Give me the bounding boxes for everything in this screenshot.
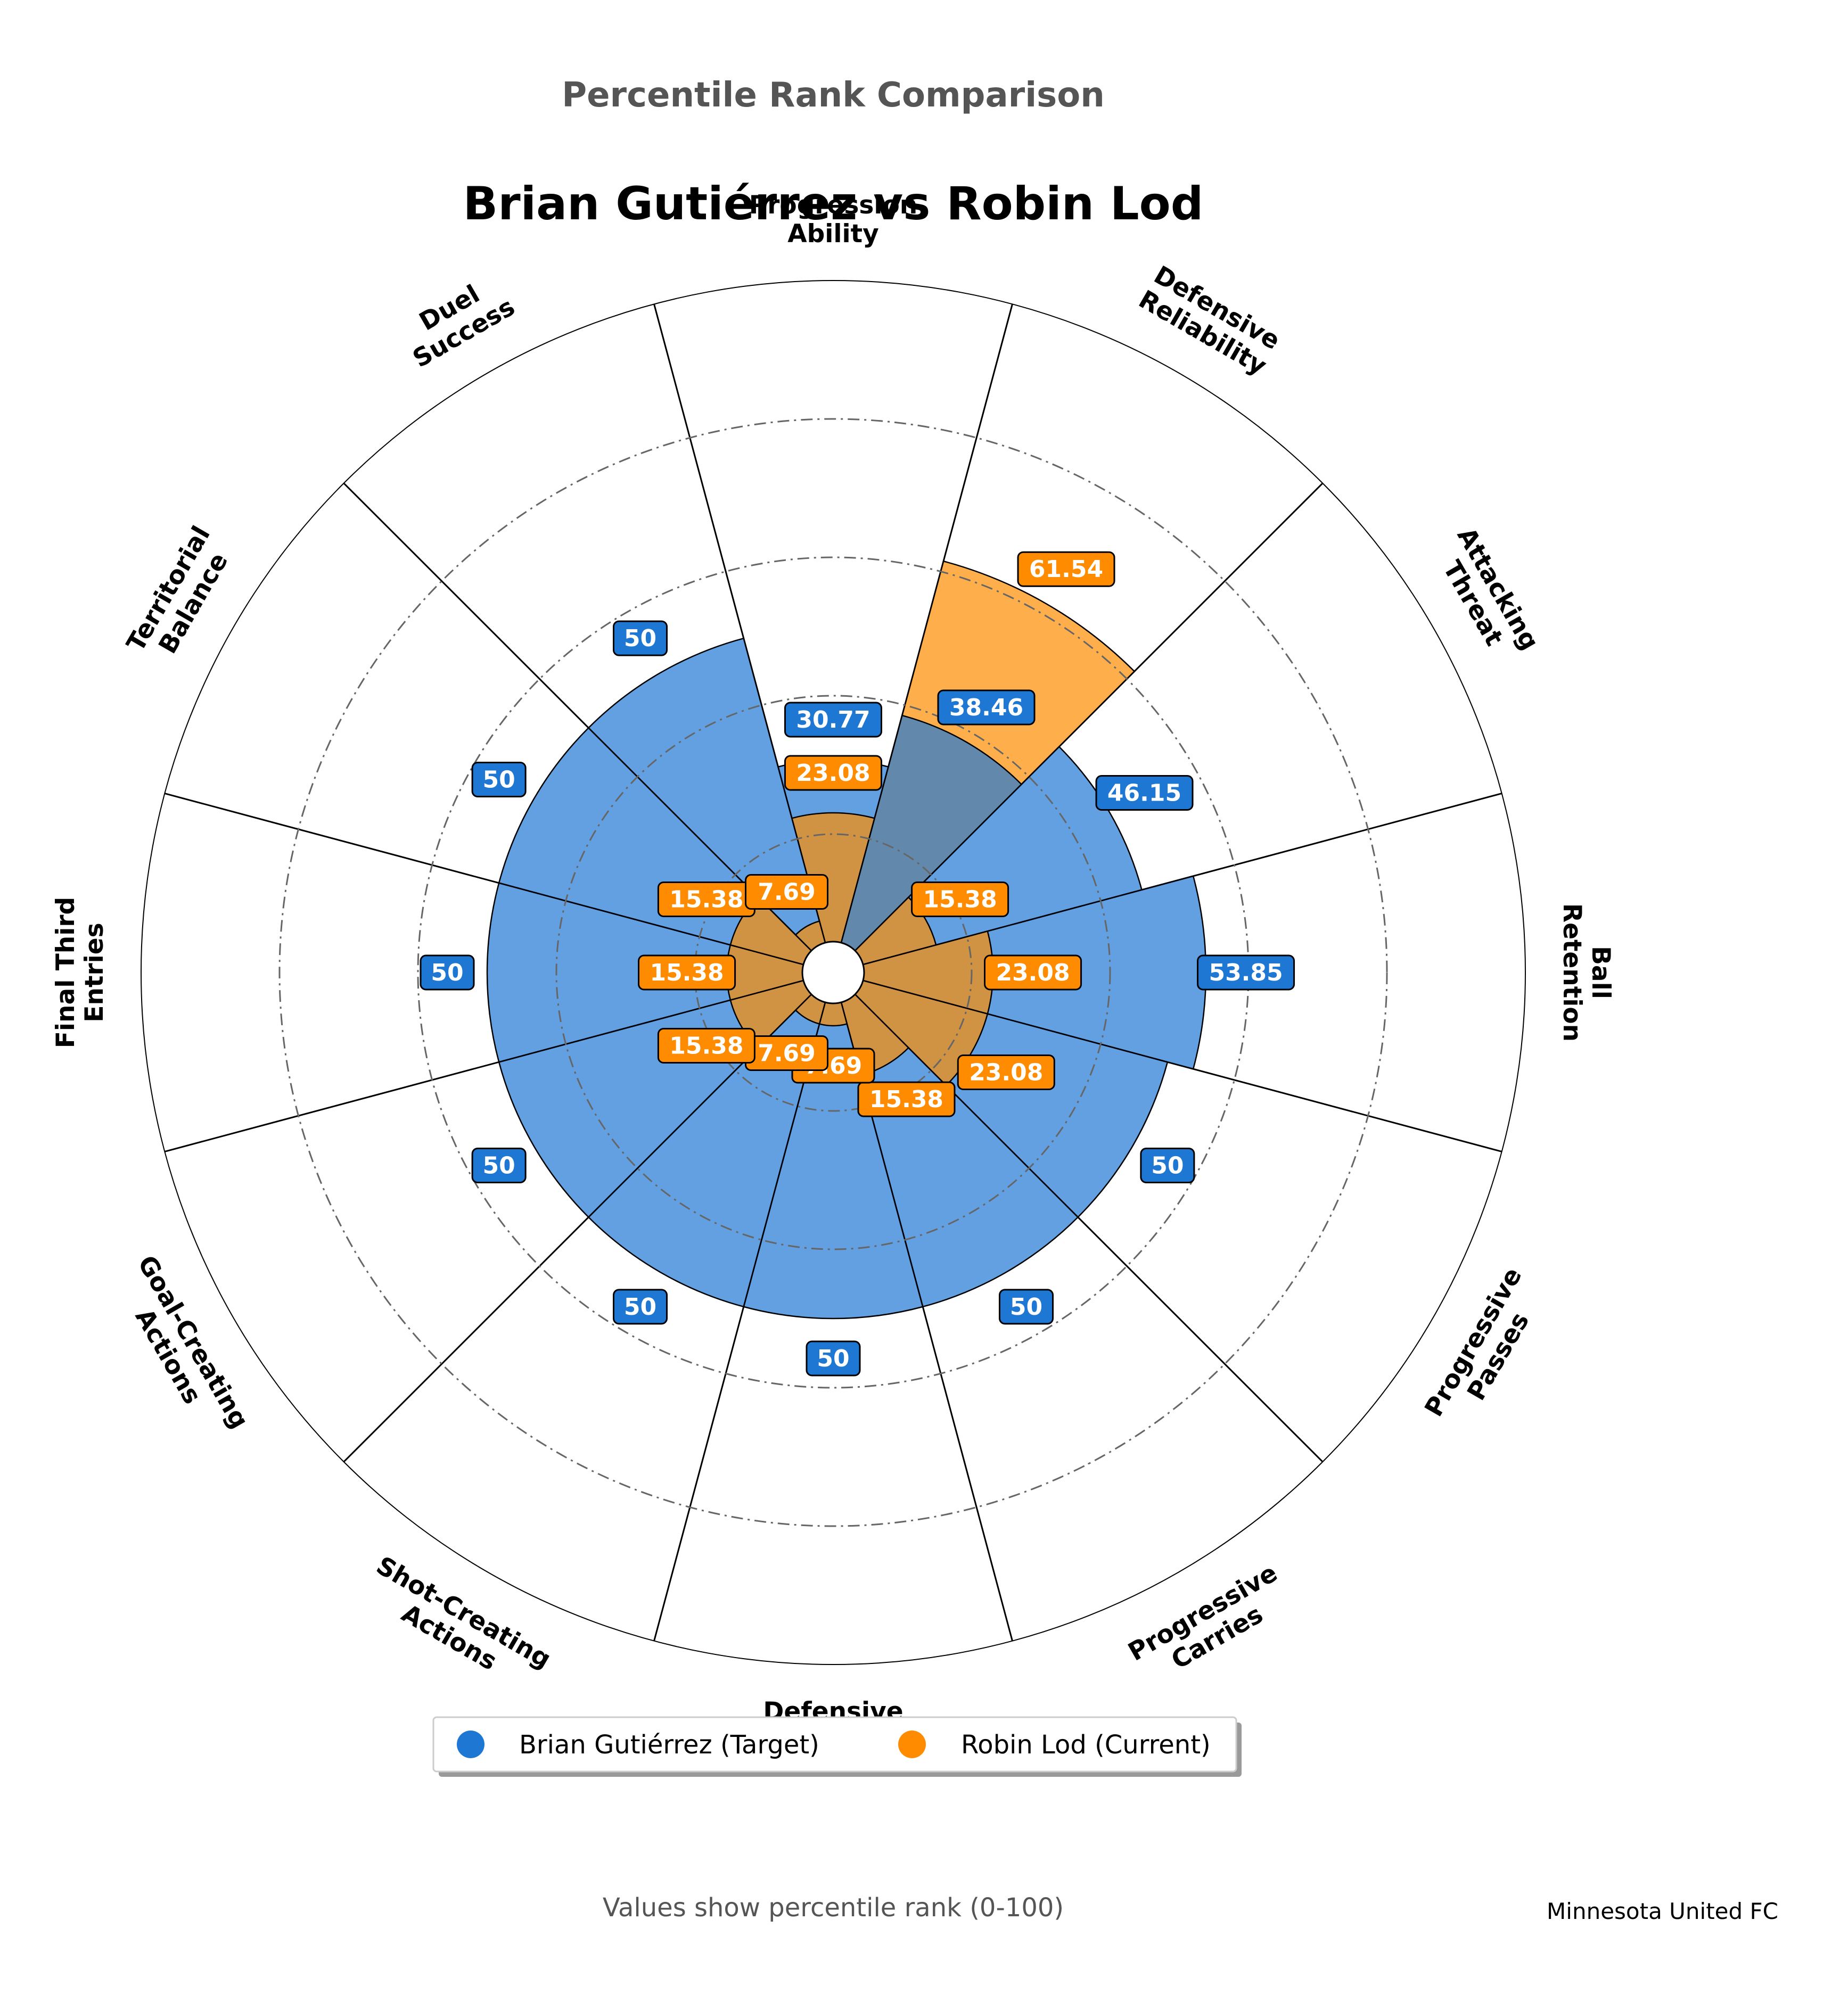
value-label-gutierrez-7: 50 [613,1289,668,1325]
legend-marker-lod [898,1731,926,1758]
svg-text:15.38: 15.38 [869,1086,943,1113]
svg-text:15.38: 15.38 [669,886,743,913]
outer-ring [141,280,1526,1665]
value-label-lod-0: 23.08 [784,755,882,791]
category-label-7: Shot-CreatingActions [357,1551,556,1700]
svg-text:50: 50 [1151,1152,1184,1180]
category-label-9: Final ThirdEntries [51,897,109,1048]
value-label-lod-4: 23.08 [957,1054,1055,1091]
svg-text:50: 50 [817,1345,849,1372]
gridline-80 [278,418,1388,1527]
value-label-gutierrez-10: 50 [471,762,527,797]
bar-gutierrez-6 [743,970,924,1320]
value-label-gutierrez-3: 53.85 [1197,954,1295,991]
chart-title: Brian Gutiérrez vs Robin Lod [463,177,1204,230]
chart-suptitle: Percentile Rank Comparison [562,76,1105,115]
value-label-gutierrez-0: 30.77 [784,702,882,738]
svg-text:50: 50 [483,767,515,794]
svg-text:23.08: 23.08 [796,760,870,787]
value-label-lod-2: 15.38 [911,881,1009,918]
legend-label-lod: Robin Lod (Current) [961,1730,1211,1760]
svg-text:15.38: 15.38 [923,886,997,913]
svg-text:46.15: 46.15 [1107,780,1181,807]
value-labels: 30.77 23.08 38.46 61.54 46.15 15.38 53.85 23.08… [420,551,1295,1377]
category-label-4: ProgressivePasses [1419,1263,1553,1436]
category-label-11: DuelSuccess [393,267,520,374]
svg-text:30.77: 30.77 [796,706,870,734]
value-label-gutierrez-9: 50 [420,954,475,991]
value-label-gutierrez-11: 50 [613,620,668,656]
svg-text:7.69: 7.69 [758,878,816,905]
center-hole [801,941,865,1004]
value-label-lod-8: 15.38 [657,1027,755,1064]
value-label-lod-5: 15.38 [857,1081,956,1117]
svg-text:53.85: 53.85 [1209,959,1283,986]
legend-label-gutierrez: Brian Gutiérrez (Target) [519,1730,819,1760]
bar-lod-2 [831,896,937,974]
footer-note: Values show percentile rank (0-100) [603,1893,1064,1923]
value-label-gutierrez-1: 38.46 [937,689,1036,726]
value-label-gutierrez-2: 46.15 [1095,775,1194,811]
svg-text:50: 50 [431,959,463,986]
value-label-lod-1: 61.54 [1017,551,1115,587]
category-label-0: Progression Ability [749,191,917,249]
svg-text:61.54: 61.54 [1029,556,1103,583]
value-label-gutierrez-6: 50 [806,1340,861,1377]
bar-gutierrez-1 [832,714,1023,975]
value-label-lod-9: 15.38 [638,954,736,991]
category-label-5: ProgressiveCarries [1123,1558,1297,1692]
gridline-20 [694,833,973,1112]
legend: Brian Gutiérrez (Target) Robin Lod (Curr… [432,1716,1242,1777]
value-label-lod-7: 7.69 [745,1035,829,1072]
category-label-3: BallRetention [1557,903,1615,1042]
value-label-gutierrez-5: 50 [999,1289,1054,1325]
footer-team: Minnesota United FC [1547,1898,1778,1924]
category-label-10: TerritorialBalance [121,521,241,671]
svg-text:38.46: 38.46 [949,694,1023,721]
bar-series [486,560,1207,1320]
value-label-lod-3: 23.08 [984,954,1082,991]
svg-text:50: 50 [624,1293,656,1321]
category-label-8: Goal-CreatingActions [107,1250,254,1448]
gridline-40 [555,695,1111,1250]
svg-text:23.08: 23.08 [969,1059,1043,1086]
value-label-lod-10: 15.38 [657,881,755,918]
value-label-lod-11: 7.69 [745,874,829,910]
category-label-1: DefensiveReliability [1134,260,1286,381]
svg-text:15.38: 15.38 [650,959,724,986]
center-circle [801,941,865,1004]
value-label-gutierrez-4: 50 [1140,1148,1195,1183]
svg-text:50: 50 [483,1152,515,1180]
svg-text:50: 50 [624,625,656,652]
bar-lod-0 [791,812,876,975]
legend-box [432,1716,1237,1773]
value-label-gutierrez-8: 50 [471,1148,527,1183]
svg-text:15.38: 15.38 [669,1032,743,1059]
svg-text:23.08: 23.08 [996,959,1070,986]
svg-text:7.69: 7.69 [758,1040,816,1067]
legend-marker-gutierrez [457,1731,484,1758]
svg-text:50: 50 [1010,1293,1042,1321]
